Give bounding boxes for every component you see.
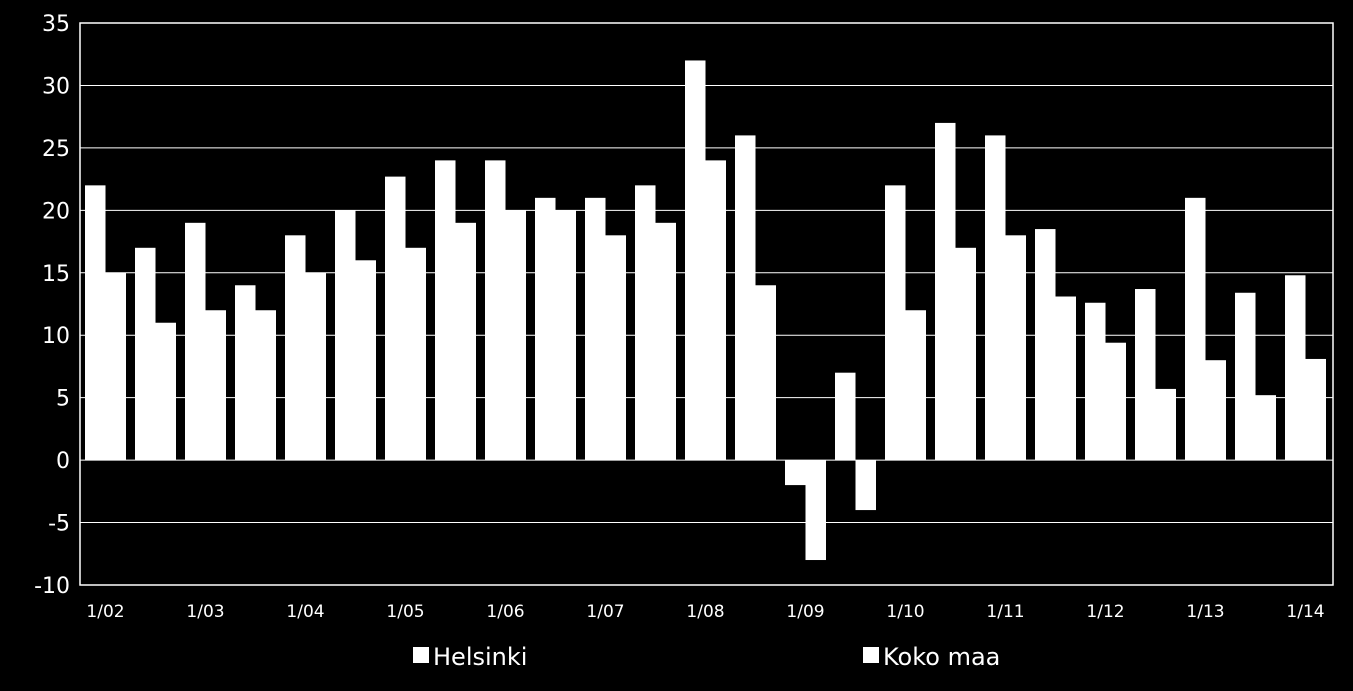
bar-helsinki (735, 135, 756, 461)
x-tick-label: 1/06 (486, 602, 524, 622)
bar-helsinki (885, 185, 906, 461)
bar-helsinki (285, 235, 306, 461)
y-tick-label: 15 (42, 262, 70, 287)
y-tick-label: 35 (42, 12, 70, 37)
bar-koko-maa (1255, 395, 1276, 461)
bar-helsinki (385, 176, 406, 461)
x-tick-label: 1/04 (286, 602, 324, 622)
x-tick-label: 1/03 (186, 602, 224, 622)
bar-helsinki (335, 210, 356, 461)
bar-koko-maa (205, 310, 226, 461)
x-tick-label: 1/11 (986, 602, 1024, 622)
y-tick-label: 30 (42, 74, 70, 99)
x-tick-label: 1/12 (1086, 602, 1124, 622)
bar-koko-maa (905, 310, 926, 461)
bar-koko-maa (305, 272, 326, 461)
bar-helsinki (1235, 292, 1256, 461)
x-tick-label: 1/14 (1286, 602, 1324, 622)
bar-koko-maa (805, 460, 826, 561)
bar-helsinki (835, 372, 856, 461)
bar-helsinki (1285, 275, 1306, 461)
bar-koko-maa (605, 235, 626, 461)
bar-koko-maa (855, 460, 876, 511)
y-tick-label: 20 (42, 199, 70, 224)
bar-helsinki (1085, 302, 1106, 461)
bar-helsinki (935, 122, 956, 461)
bar-koko-maa (155, 322, 176, 461)
y-axis-tick-labels: -10 -5 0 5 10 15 20 25 30 35 (34, 12, 70, 599)
legend-label: Koko maa (883, 643, 1000, 671)
legend: Helsinki Koko maa (413, 643, 1000, 671)
bar-koko-maa (955, 247, 976, 461)
y-tick-label: 5 (56, 387, 70, 412)
axes (79, 22, 1334, 586)
bar-helsinki (185, 222, 206, 461)
y-tick-label: 10 (42, 324, 70, 349)
bar-helsinki (1185, 197, 1206, 461)
bar-koko-maa (455, 222, 476, 461)
x-axis-tick-labels: 1/02 1/03 1/04 1/05 1/06 1/07 1/08 1/09 1/10 1/11… (86, 602, 1324, 622)
bar-koko-maa (555, 210, 576, 461)
bar-helsinki (485, 160, 506, 461)
bar-koko-maa (105, 272, 126, 461)
bar-koko-maa (255, 310, 276, 461)
bar-koko-maa (1005, 235, 1026, 461)
plot-area-border (79, 22, 1334, 586)
bar-helsinki (435, 160, 456, 461)
x-tick-label: 1/08 (686, 602, 724, 622)
legend-swatch (413, 647, 429, 663)
bar-helsinki (685, 60, 706, 461)
bar-helsinki (535, 197, 556, 461)
bar-koko-maa (705, 160, 726, 461)
bar-koko-maa (1155, 388, 1176, 461)
bar-helsinki (1035, 229, 1056, 461)
bar-koko-maa (405, 247, 426, 461)
x-tick-label: 1/07 (586, 602, 624, 622)
bars (85, 60, 1326, 561)
bar-helsinki (235, 285, 256, 461)
x-tick-label: 1/10 (886, 602, 924, 622)
legend-label: Helsinki (433, 643, 527, 671)
bar-helsinki (585, 197, 606, 461)
x-tick-label: 1/05 (386, 602, 424, 622)
y-tick-label: -10 (34, 574, 70, 599)
bar-helsinki (135, 247, 156, 461)
x-tick-label: 1/09 (786, 602, 824, 622)
bar-koko-maa (755, 285, 776, 461)
bar-helsinki (985, 135, 1006, 461)
bar-koko-maa (1305, 358, 1326, 461)
y-tick-label: -5 (48, 512, 70, 537)
bar-koko-maa (1105, 342, 1126, 461)
bar-koko-maa (505, 210, 526, 461)
bar-koko-maa (355, 260, 376, 461)
x-tick-label: 1/13 (1186, 602, 1224, 622)
legend-swatch (863, 647, 879, 663)
bar-koko-maa (1055, 296, 1076, 461)
bar-koko-maa (1205, 360, 1226, 461)
bar-helsinki (1135, 289, 1156, 461)
bar-helsinki (635, 185, 656, 461)
y-tick-label: 25 (42, 137, 70, 162)
bar-helsinki (85, 185, 106, 461)
bar-koko-maa (655, 222, 676, 461)
x-tick-label: 1/02 (86, 602, 124, 622)
y-tick-label: 0 (56, 449, 70, 474)
bar-helsinki (785, 460, 806, 486)
